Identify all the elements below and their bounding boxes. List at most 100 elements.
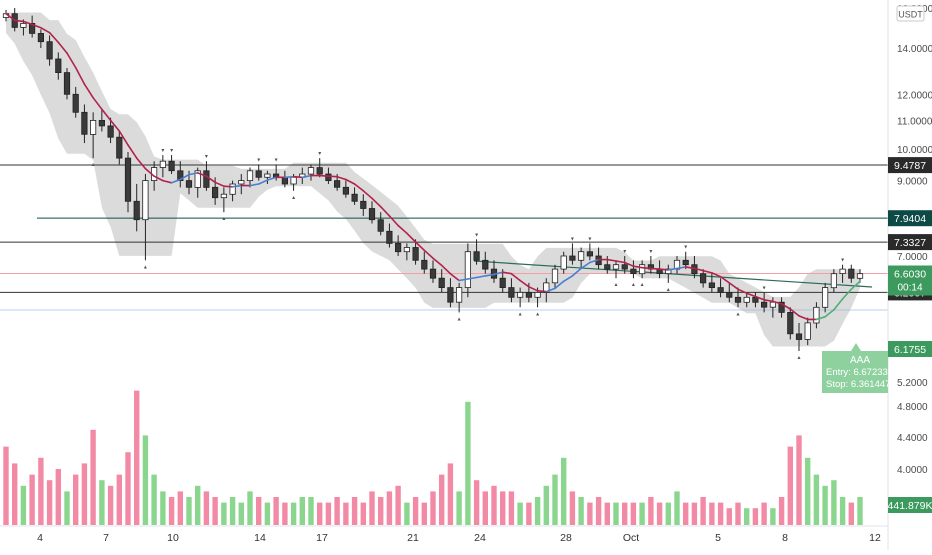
candle[interactable] [508,278,515,303]
ma-segment [676,266,687,270]
candle[interactable] [778,297,785,318]
candle[interactable] [464,243,472,298]
candle[interactable] [630,260,637,279]
horizontal-levels-layer [0,164,888,311]
candle[interactable] [612,260,620,279]
candle[interactable] [412,239,419,265]
price-tick-label: 4.8000 [897,402,928,413]
trendline[interactable] [473,260,873,288]
time-tick-label: 4 [37,532,43,544]
candle[interactable] [621,256,628,274]
candle[interactable] [403,243,411,261]
candle[interactable] [142,174,149,261]
candle[interactable] [229,180,236,202]
candle[interactable] [473,239,480,265]
candle[interactable] [569,243,576,265]
candle[interactable] [37,29,45,49]
candle[interactable] [743,292,750,308]
time-tick-label: 14 [254,532,266,544]
candle[interactable] [447,278,454,308]
time-axis[interactable]: 4 7 10 14 17 21 24 28 Oct 5 8 12 [37,532,881,544]
candle[interactable] [255,164,262,181]
candle[interactable] [429,260,437,283]
candle[interactable] [517,287,524,308]
volume-bar [73,474,79,525]
candle[interactable] [55,52,62,80]
candle[interactable] [717,278,724,298]
candle[interactable] [316,158,323,178]
candle[interactable] [700,269,707,288]
candle[interactable] [726,282,733,303]
candle[interactable] [708,273,716,293]
candle[interactable] [360,194,367,216]
candle[interactable] [394,235,402,256]
candle[interactable] [28,15,36,38]
currency-badge[interactable]: USDT [896,5,925,22]
candle[interactable] [787,307,794,340]
candle[interactable] [177,161,184,188]
candle[interactable] [98,109,105,132]
candle[interactable] [63,67,71,100]
volume-bar [421,502,427,525]
candle[interactable] [795,322,803,351]
volume-bar [3,446,9,525]
candle[interactable] [839,264,846,283]
candle[interactable] [804,317,811,346]
candle[interactable] [246,167,254,188]
ma-segment [580,261,591,270]
ma-segment [789,308,800,317]
volume-bar [64,491,70,525]
fractal-marker: ▾ [275,157,278,163]
candle[interactable] [482,251,489,274]
candle[interactable] [220,187,227,213]
ma-segment [754,295,765,301]
candle[interactable] [238,174,245,195]
candle[interactable] [90,112,97,159]
fractal-marker: ▾ [257,157,260,163]
candle[interactable] [107,117,114,144]
volume-bar [517,502,523,525]
volume-bar [325,502,332,525]
envelope-band [6,12,860,347]
candle[interactable] [848,264,855,283]
candle[interactable] [168,155,175,175]
candle[interactable] [822,282,829,313]
volume-bar [317,502,323,525]
candle[interactable] [377,212,384,236]
volume-bar [20,485,27,525]
candle[interactable] [124,152,132,213]
candle[interactable] [386,223,393,248]
candle[interactable] [133,183,140,232]
ma-segment [83,83,94,99]
candle[interactable] [72,86,79,118]
candle[interactable] [639,260,646,279]
candle[interactable] [586,243,594,261]
candle[interactable] [438,269,445,293]
candle[interactable] [342,180,350,198]
candle[interactable] [560,251,567,274]
candle[interactable] [499,269,506,293]
candle[interactable] [351,187,358,205]
candle[interactable] [734,287,742,308]
volume-bar [412,497,419,525]
candle[interactable] [421,251,428,274]
ma-segment [658,268,670,271]
candle[interactable] [368,201,376,224]
candle[interactable] [264,170,271,184]
candle[interactable] [81,104,88,144]
candle[interactable] [455,282,463,313]
candle[interactable] [116,131,123,165]
candle[interactable] [307,164,315,181]
candle[interactable] [578,247,585,270]
candle[interactable] [551,264,559,288]
candle[interactable] [159,155,166,178]
volume-bar [221,502,227,525]
candle[interactable] [761,292,768,313]
candle[interactable] [813,302,820,329]
candle[interactable] [830,269,838,293]
signal-box[interactable]: AAA Entry: 6.6723370 Stop: 6.3614474 [822,343,898,393]
candle[interactable] [46,35,53,66]
volume-bar [99,480,105,525]
